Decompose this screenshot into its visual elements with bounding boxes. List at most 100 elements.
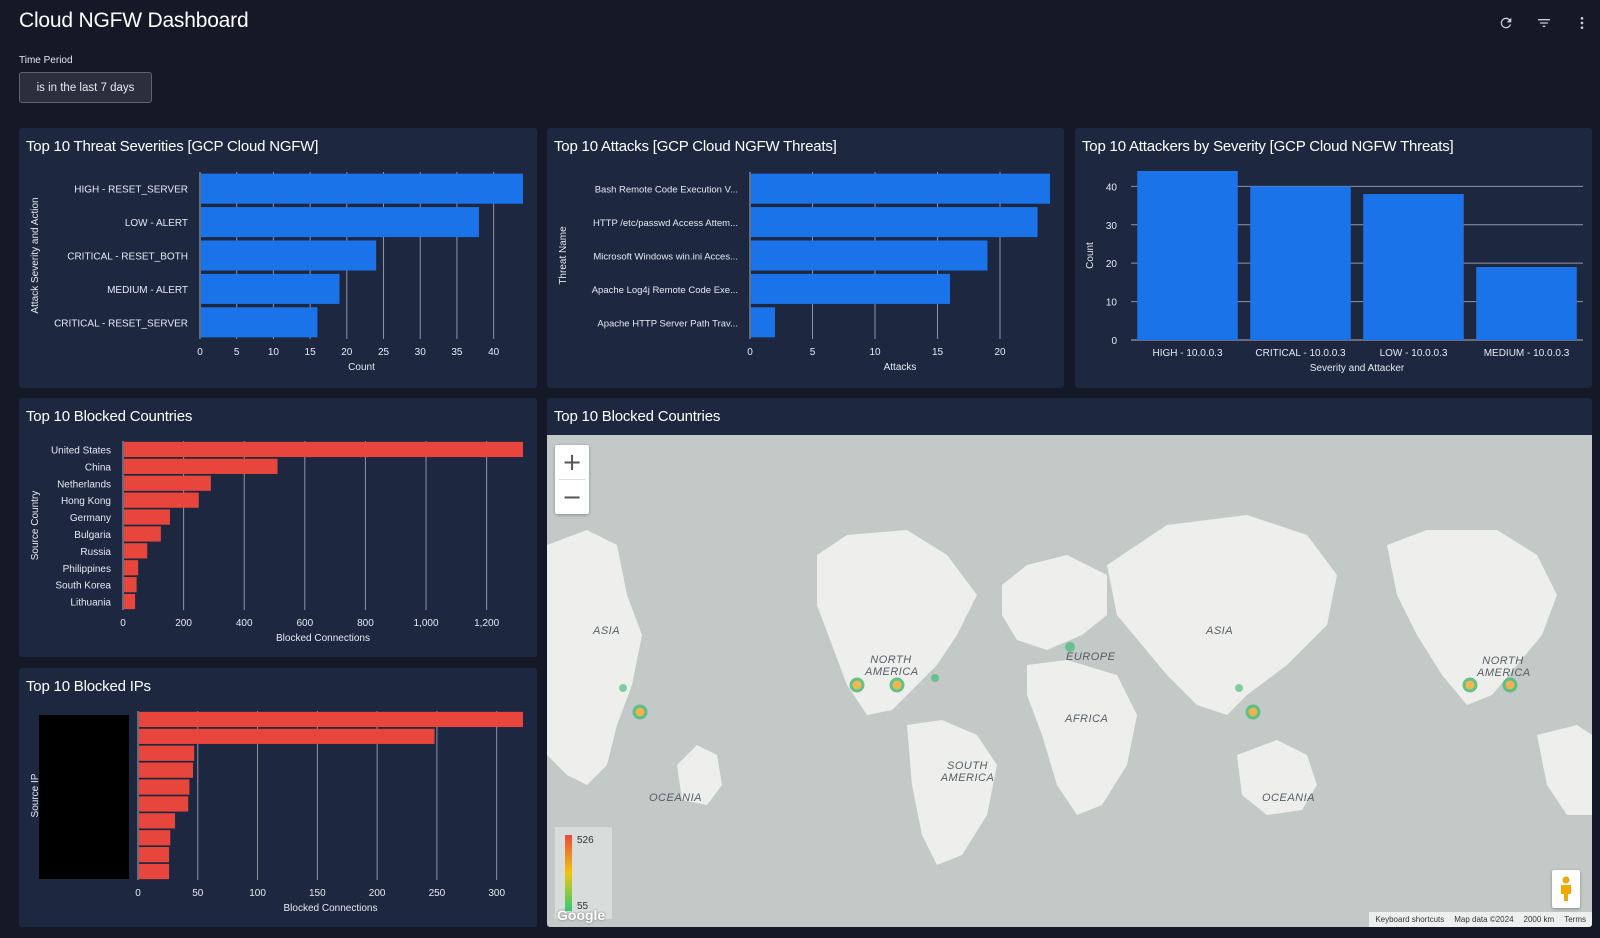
bar: [124, 492, 199, 508]
y-tick-label: 40: [1106, 182, 1118, 193]
map-label-africa: AFRICA: [1065, 713, 1109, 725]
top-attackers-chart: 0 10 20 30 40 HIGH - 10.0.0.3 CRITICAL - 10.0.…: [1085, 171, 1583, 374]
tile-title: Top 10 Threat Severities [GCP Cloud NGFW…: [26, 138, 319, 155]
map-label-south-america: SOUTH AMERICA: [940, 760, 995, 784]
world-map[interactable]: ASIA NORTH AMERICA EUROPE AFRICA SOUTH A…: [547, 435, 1592, 927]
bar: [201, 273, 340, 304]
zoom-in-button[interactable]: +: [561, 448, 583, 476]
tile-blocked-ips: Top 10 Blocked IPs 0 50 100 150 200 250 300 Blo…: [19, 668, 537, 927]
category-label: LOW - ALERT: [125, 218, 188, 229]
bar: [751, 240, 988, 271]
category-label: CRITICAL - RESET_SERVER: [54, 318, 188, 329]
x-tick-label: 20: [994, 347, 1006, 358]
x-tick-label: 35: [451, 347, 463, 358]
top-attacks-chart: 0 5 10 15 20 Bash Remote Code Execution V... H…: [558, 172, 1050, 373]
map-label-oceania-east: OCEANIA: [1262, 792, 1316, 804]
tile-title: Top 10 Blocked IPs: [26, 678, 151, 695]
bar: [139, 711, 523, 728]
terms-link[interactable]: Terms: [1564, 915, 1586, 924]
y-axis-label: Source IP: [30, 773, 41, 817]
category-label: Bulgaria: [74, 530, 111, 541]
tile-blocked-countries: Top 10 Blocked Countries 0 200 400 600 800 1,…: [19, 398, 537, 657]
more-vert-icon[interactable]: [1570, 12, 1594, 34]
map-label-europe: EUROPE: [1066, 651, 1116, 663]
legend-max: 526: [577, 835, 594, 846]
bar: [139, 847, 170, 863]
blocked-countries-chart: 0 200 400 600 800 1,000 1,200 United States Chin…: [30, 441, 523, 644]
map-label-oceania-west: OCEANIA: [649, 792, 703, 804]
bar: [124, 577, 137, 593]
bar: [139, 813, 176, 829]
x-tick-label: 10: [869, 347, 881, 358]
y-axis-label: Count: [1085, 242, 1096, 269]
threat-severities-chart: 0 5 10 15 20 25 30 35 40 HIGH - RESET_SERVER LOW -…: [30, 172, 523, 373]
tile-title: Top 10 Attackers by Severity [GCP Cloud …: [1082, 138, 1454, 155]
map-scale: 2000 km: [1523, 915, 1555, 924]
x-tick-label: 0: [135, 888, 141, 899]
category-label: Apache Log4j Remote Code Exe...: [592, 285, 738, 296]
y-axis-label: Threat Name: [558, 226, 569, 285]
category-label: LOW - 10.0.0.3: [1380, 348, 1448, 359]
category-label: Apache HTTP Server Path Trav...: [597, 318, 738, 329]
header-actions: [1494, 12, 1594, 34]
bar: [124, 560, 139, 576]
x-tick-label: 800: [357, 618, 374, 629]
x-tick-label: 400: [236, 618, 253, 629]
tile-threat-severities: Top 10 Threat Severities [GCP Cloud NGFW…: [19, 128, 537, 388]
x-tick-label: 40: [488, 347, 500, 358]
x-tick-label: 0: [120, 618, 126, 629]
zoom-out-button[interactable]: −: [561, 483, 583, 511]
y-tick-label: 30: [1106, 221, 1118, 232]
category-label: HIGH - RESET_SERVER: [74, 185, 188, 196]
x-tick-label: 200: [369, 888, 386, 899]
dashboard-header: Cloud NGFW Dashboard: [0, 0, 1600, 48]
bar: [139, 830, 171, 846]
x-tick-label: 200: [175, 618, 192, 629]
category-label: CRITICAL - 10.0.0.3: [1255, 348, 1346, 359]
bar: [1363, 194, 1464, 340]
x-tick-label: 25: [378, 347, 390, 358]
map-legend: 526 55: [555, 827, 612, 919]
tile-title: Top 10 Attacks [GCP Cloud NGFW Threats]: [554, 138, 837, 155]
google-logo: Google: [557, 907, 606, 923]
bar: [124, 509, 170, 525]
map-zoom-controls: + −: [555, 445, 589, 514]
category-label: HTTP /etc/passwd Access Attem...: [593, 218, 738, 229]
bar: [139, 728, 435, 744]
category-label: Microsoft Windows win.ini Acces...: [593, 252, 738, 263]
y-axis-label: Attack Severity and Action: [30, 197, 41, 313]
map-heat-points: [619, 642, 1518, 720]
bar: [1476, 267, 1577, 340]
tile-top-attacks: Top 10 Attacks [GCP Cloud NGFW Threats] …: [547, 128, 1064, 388]
map-label-north-america-east: NORTH AMERICA: [1477, 655, 1531, 679]
refresh-icon[interactable]: [1494, 12, 1518, 34]
filter-icon[interactable]: [1532, 12, 1556, 34]
y-tick-label: 0: [1111, 336, 1117, 347]
keyboard-shortcuts-link[interactable]: Keyboard shortcuts: [1375, 915, 1445, 924]
category-label: Bash Remote Code Execution V...: [595, 185, 738, 196]
category-label: Germany: [70, 513, 111, 524]
x-tick-label: 20: [341, 347, 353, 358]
bar: [201, 173, 523, 204]
map-continents: [547, 515, 1592, 865]
category-label: Hong Kong: [61, 496, 111, 507]
bar: [124, 441, 523, 458]
x-tick-label: 0: [747, 347, 753, 358]
x-tick-label: 1,200: [474, 618, 499, 629]
category-label: United States: [51, 445, 111, 456]
x-tick-label: 100: [249, 888, 266, 899]
category-label: Russia: [80, 547, 111, 558]
bar: [124, 593, 136, 610]
time-period-filter[interactable]: is in the last 7 days: [19, 72, 152, 103]
x-tick-label: 30: [415, 347, 427, 358]
category-label: Netherlands: [57, 479, 111, 490]
tile-title: Top 10 Blocked Countries: [26, 408, 193, 425]
x-tick-label: 15: [305, 347, 317, 358]
x-tick-label: 0: [197, 347, 203, 358]
dashboard-title: Cloud NGFW Dashboard: [19, 9, 249, 32]
tile-top-attackers: Top 10 Attackers by Severity [GCP Cloud …: [1075, 128, 1592, 388]
street-view-pegman-icon[interactable]: [1552, 870, 1580, 908]
bar: [124, 526, 161, 542]
category-label: MEDIUM - 10.0.0.3: [1484, 348, 1570, 359]
category-label: HIGH - 10.0.0.3: [1152, 348, 1222, 359]
